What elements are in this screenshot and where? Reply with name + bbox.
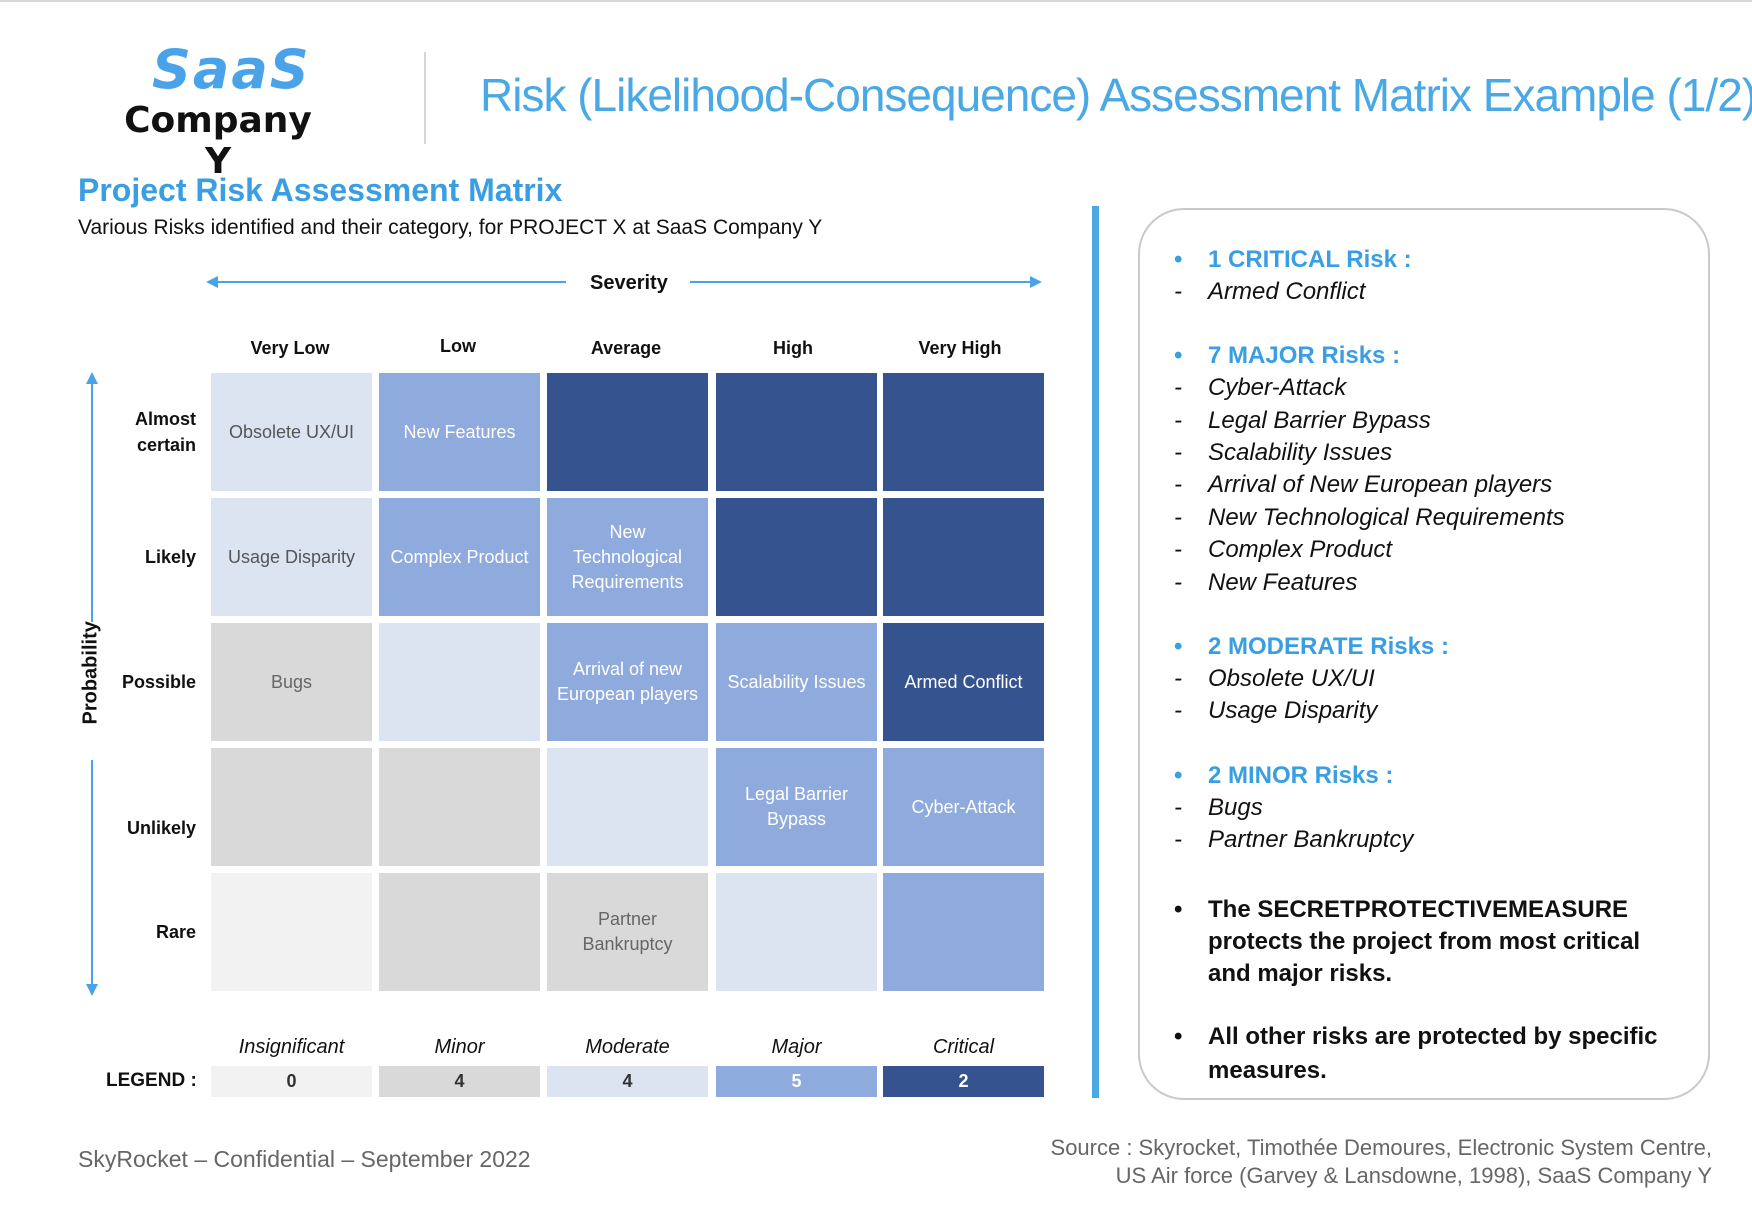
- matrix-cell: New Features: [379, 373, 540, 491]
- severity-axis: [206, 276, 1042, 288]
- legend-label: LEGEND :: [106, 1070, 197, 1091]
- section-title: Project Risk Assessment Matrix: [78, 172, 563, 208]
- risk-list-item: - Partner Bankruptcy: [1174, 826, 1414, 853]
- matrix-cell: [716, 873, 877, 991]
- risk-list-item: - Bugs: [1174, 794, 1263, 821]
- risk-list-item: - New Features: [1174, 569, 1358, 596]
- legend-count-minor: 4: [379, 1066, 540, 1097]
- matrix-cell: [883, 498, 1044, 616]
- row-header-unlikely: Unlikely: [126, 818, 196, 838]
- bullet-icon: •: [1174, 633, 1183, 660]
- logo-saas: SaaS: [152, 38, 311, 101]
- bullet-icon: •: [1174, 246, 1183, 273]
- arrow-down-icon: [86, 984, 98, 996]
- bullet-icon: •: [1174, 342, 1183, 369]
- critical-heading: • 1 CRITICAL Risk :: [1174, 246, 1412, 273]
- risk-list-item: - Arrival of New European players: [1174, 471, 1553, 498]
- arrow-up-icon: [86, 372, 98, 384]
- header-divider: [424, 52, 426, 144]
- logo-company: Company Y: [124, 100, 312, 182]
- probability-axis: [86, 372, 98, 996]
- legend-count-major: 5: [716, 1066, 877, 1097]
- risk-list-item: - Armed Conflict: [1174, 278, 1366, 305]
- top-border: [0, 0, 1752, 2]
- matrix-cell: [716, 498, 877, 616]
- matrix-cell: Cyber-Attack: [883, 748, 1044, 866]
- arrow-left-icon: [206, 276, 218, 288]
- major-heading: • 7 MAJOR Risks :: [1174, 342, 1401, 369]
- col-header-average: Average: [590, 338, 662, 358]
- row-header-rare: Rare: [155, 922, 196, 942]
- risk-list-item: - Scalability Issues: [1174, 439, 1393, 466]
- footer-source: Source : Skyrocket, Timothée Demoures, E…: [1050, 1135, 1712, 1188]
- moderate-heading: • 2 MODERATE Risks :: [1174, 633, 1449, 660]
- matrix-cell: [211, 873, 372, 991]
- matrix-cell: Usage Disparity: [211, 498, 372, 616]
- matrix-cell: New Technological Requirements: [547, 498, 708, 616]
- page-title: Risk (Likelihood-Consequence) Assessment…: [480, 69, 1752, 121]
- matrix-cell: [716, 373, 877, 491]
- legend-count-insignificant: 0: [211, 1066, 372, 1097]
- matrix-cell: [379, 623, 540, 741]
- row-header-almost-certain: Almost certain: [134, 409, 196, 455]
- minor-heading: • 2 MINOR Risks :: [1174, 762, 1394, 789]
- severity-label: Severity: [590, 272, 668, 294]
- protective-measure-note: • The SECRETPROTECTIVEMEASURE protects th…: [1174, 896, 1641, 987]
- bullet-icon: •: [1174, 896, 1183, 923]
- matrix-cell: Armed Conflict: [883, 623, 1044, 741]
- legend-cat-insignificant: Insignificant: [238, 1036, 345, 1058]
- matrix-cell: [883, 873, 1044, 991]
- matrix-cell: [883, 373, 1044, 491]
- summary-panel: [1138, 208, 1710, 1100]
- matrix-cell: Arrival of new European players: [547, 623, 708, 741]
- col-header-very-low: Very Low: [250, 338, 330, 358]
- legend-cat-major: Major: [771, 1036, 822, 1058]
- panel-accent-bar: [1092, 206, 1099, 1098]
- matrix-cell: Scalability Issues: [716, 623, 877, 741]
- col-header-high: High: [773, 338, 813, 358]
- matrix-cell: [379, 873, 540, 991]
- matrix-cell: Legal Barrier Bypass: [716, 748, 877, 866]
- risk-list-item: - Obsolete UX/UI: [1174, 665, 1375, 692]
- section-subtitle: Various Risks identified and their categ…: [78, 216, 823, 239]
- bullet-icon: •: [1174, 1023, 1183, 1050]
- legend-count-moderate: 4: [547, 1066, 708, 1097]
- matrix-cell: [547, 373, 708, 491]
- risk-list-item: - Complex Product: [1174, 536, 1393, 563]
- matrix-cell: [547, 748, 708, 866]
- legend-count-critical: 2: [883, 1066, 1044, 1097]
- legend-cat-minor: Minor: [434, 1036, 485, 1058]
- legend-cat-moderate: Moderate: [585, 1036, 670, 1058]
- bullet-icon: •: [1174, 762, 1183, 789]
- footer-confidential: SkyRocket – Confidential – September 202…: [78, 1146, 531, 1172]
- matrix-cell: [379, 748, 540, 866]
- risk-list-item: - Legal Barrier Bypass: [1174, 407, 1431, 434]
- risk-list-item: - New Technological Requirements: [1174, 504, 1565, 531]
- matrix-cell: [211, 748, 372, 866]
- matrix-cell: Complex Product: [379, 498, 540, 616]
- col-header-low: Low: [440, 336, 476, 356]
- other-risks-note: • All other risks are protected by specif…: [1174, 1020, 1658, 1088]
- row-header-likely: Likely: [144, 547, 196, 567]
- risk-list-item: - Usage Disparity: [1174, 697, 1378, 724]
- matrix-cell: Partner Bankruptcy: [547, 873, 708, 991]
- matrix-cell: Obsolete UX/UI: [211, 373, 372, 491]
- legend-cat-critical: Critical: [932, 1036, 995, 1058]
- matrix-cell: Bugs: [211, 623, 372, 741]
- row-header-possible: Possible: [121, 672, 196, 692]
- col-header-very-high: Very High: [918, 338, 1002, 358]
- arrow-right-icon: [1030, 276, 1042, 288]
- risk-list-item: - Cyber-Attack: [1174, 374, 1347, 401]
